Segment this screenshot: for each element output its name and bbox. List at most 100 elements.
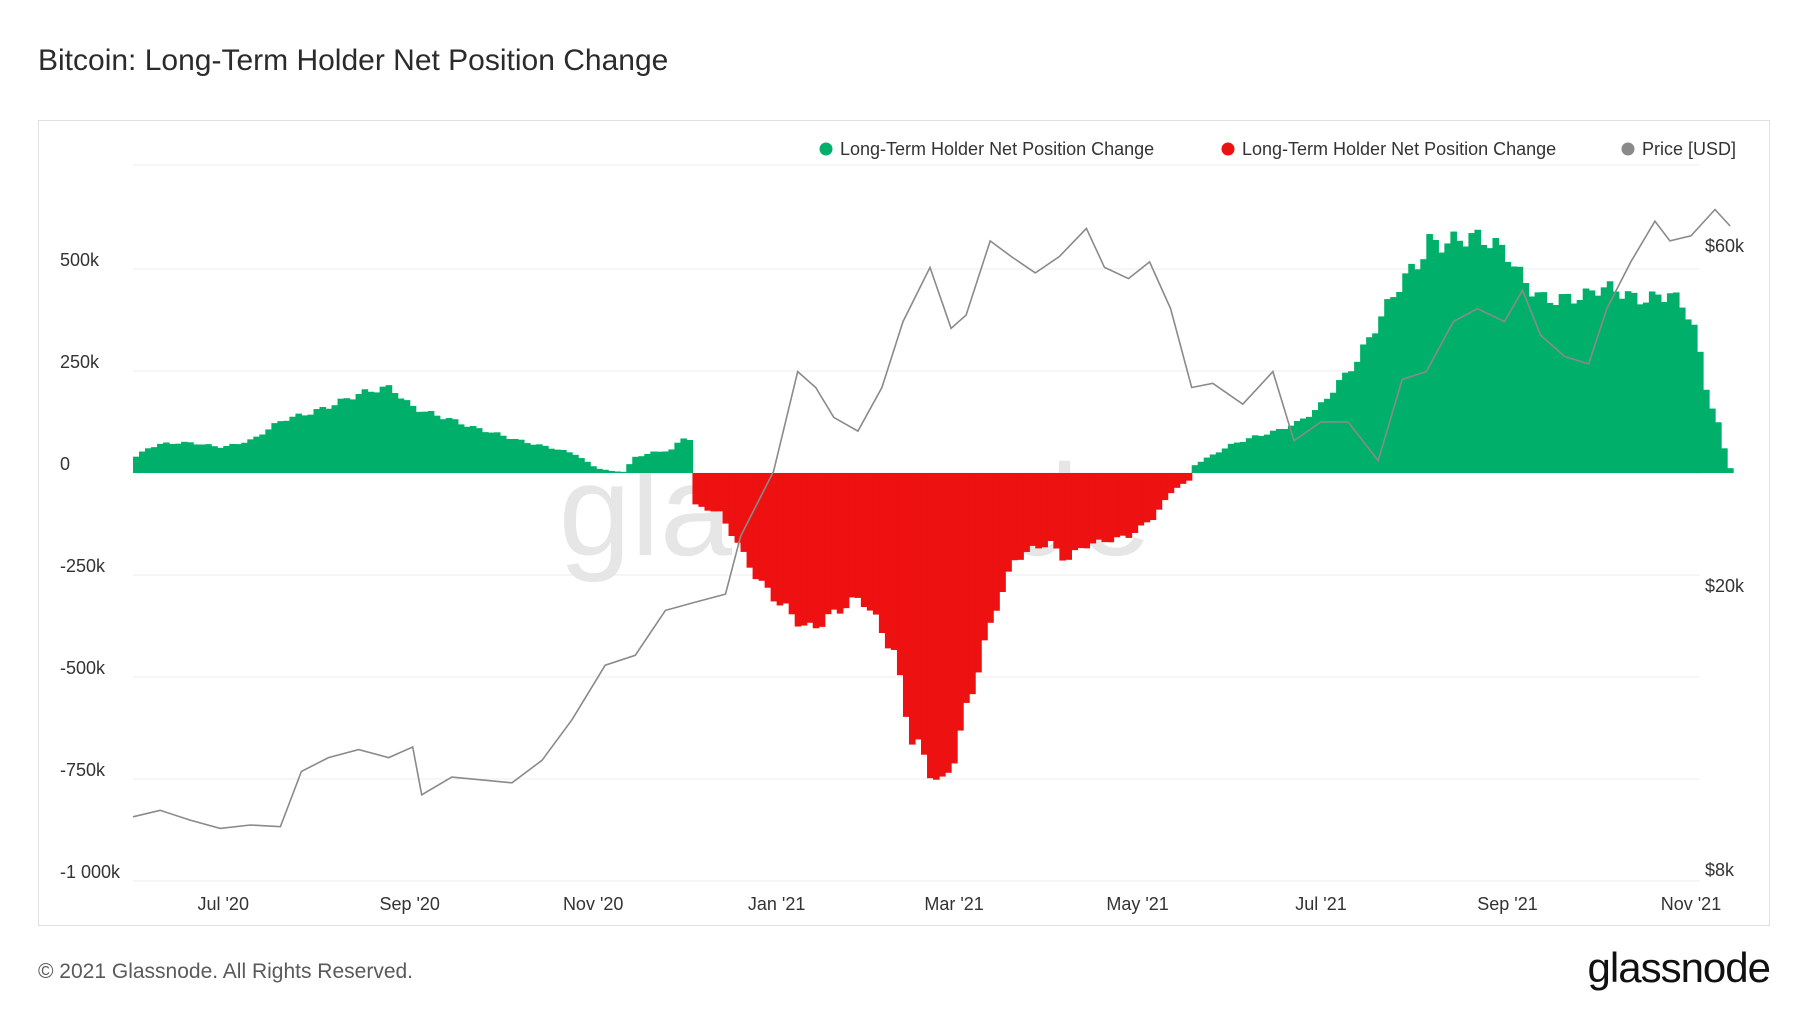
net-position-bar — [933, 473, 940, 780]
net-position-bar — [692, 473, 700, 505]
net-position-bar — [548, 448, 555, 473]
net-position-bar — [1077, 473, 1085, 549]
net-position-bar — [133, 456, 140, 473]
net-position-bar — [1336, 380, 1343, 473]
net-position-bar — [457, 424, 465, 473]
x-axis-label: Jan '21 — [748, 894, 805, 914]
net-position-bar — [373, 392, 381, 473]
net-position-bar — [1480, 244, 1488, 473]
net-position-bar — [253, 436, 260, 473]
net-position-bar — [415, 411, 423, 473]
net-position-bar — [1408, 263, 1415, 473]
net-position-bar — [728, 473, 736, 537]
net-position-bar — [1041, 473, 1048, 548]
net-position-bar — [139, 451, 146, 473]
net-position-bar — [734, 473, 742, 543]
net-position-bar — [806, 473, 814, 623]
net-position-bar — [511, 438, 519, 473]
net-position-bar — [848, 473, 856, 598]
x-axis-label: May '21 — [1106, 894, 1168, 914]
net-position-bar — [265, 429, 272, 473]
net-position-bar — [542, 445, 549, 473]
net-position-bar — [1438, 252, 1445, 473]
net-position-bar — [1137, 473, 1145, 526]
net-position-bar — [1492, 238, 1500, 473]
net-position-bar — [1053, 473, 1060, 549]
net-position-bar — [1516, 266, 1524, 473]
x-axis-label: Mar '21 — [924, 894, 983, 914]
net-position-bar — [205, 444, 212, 473]
net-position-bar — [824, 473, 832, 615]
net-position-bar — [668, 449, 675, 473]
left-axis-label: 0 — [60, 454, 70, 474]
net-position-bar — [313, 409, 321, 473]
left-axis-label: -500k — [60, 658, 106, 678]
net-position-bar — [1089, 473, 1097, 544]
legend-label: Long-Term Holder Net Position Change — [1242, 139, 1556, 159]
net-position-bar — [1678, 307, 1686, 473]
net-position-bar — [391, 393, 399, 473]
net-position-bar — [1065, 473, 1072, 560]
net-position-bar — [812, 473, 820, 629]
net-position-bar — [1528, 296, 1536, 473]
net-position-bar — [1600, 287, 1608, 473]
net-position-bar — [1721, 448, 1728, 473]
net-position-bar — [626, 464, 633, 473]
x-axis-label: Sep '21 — [1477, 894, 1538, 914]
net-position-bar — [1257, 435, 1265, 473]
net-position-bar — [1402, 273, 1409, 473]
net-position-bar — [355, 394, 363, 473]
net-position-bar — [1666, 293, 1674, 473]
net-position-bar — [1576, 299, 1584, 473]
net-position-bar — [554, 449, 561, 473]
legend-label: Price [USD] — [1642, 139, 1736, 159]
net-position-bar — [1660, 301, 1668, 473]
net-position-bar — [319, 407, 327, 473]
net-position-bar — [939, 473, 946, 777]
net-position-bar — [157, 443, 164, 473]
net-position-bar — [397, 398, 405, 473]
net-position-bar — [921, 473, 928, 755]
net-position-bar — [1360, 344, 1367, 473]
net-position-bar — [235, 444, 242, 473]
glassnode-logo: glassnode — [1587, 944, 1771, 991]
net-position-bar — [163, 442, 170, 473]
net-position-bar — [1432, 239, 1439, 473]
net-position-bar — [241, 442, 248, 473]
net-position-bar — [1113, 473, 1121, 538]
net-position-bar — [1703, 389, 1710, 473]
net-position-bar — [957, 473, 964, 731]
net-position-bar — [1414, 269, 1421, 473]
net-position-bar — [951, 473, 958, 764]
net-position-bar — [1269, 430, 1277, 473]
net-position-bar — [1510, 266, 1518, 473]
net-position-bar — [752, 473, 760, 580]
net-position-bar — [469, 426, 477, 473]
net-position-bar — [794, 473, 802, 627]
net-position-bar — [764, 473, 772, 588]
net-position-bar — [608, 470, 615, 473]
net-position-bar — [283, 420, 290, 473]
net-position-bar — [680, 438, 688, 473]
net-position-bar — [1143, 473, 1151, 523]
net-position-bar — [1324, 398, 1331, 473]
net-position-bar — [1672, 292, 1680, 473]
net-position-bar — [1696, 351, 1704, 473]
net-position-bar — [223, 446, 230, 473]
net-position-bar — [530, 444, 537, 473]
net-position-bar — [1468, 233, 1476, 473]
net-position-bar — [217, 447, 224, 473]
chart-panel — [38, 120, 1770, 926]
net-position-bar — [1281, 428, 1289, 473]
net-position-bar — [1534, 292, 1542, 473]
net-position-bar — [963, 473, 970, 703]
net-position-bar — [1570, 303, 1578, 473]
net-position-bar — [945, 473, 952, 773]
net-position-bar — [1299, 418, 1307, 473]
net-position-bar — [686, 440, 694, 473]
net-position-bar — [1624, 291, 1632, 473]
net-position-bar — [770, 473, 778, 602]
net-position-bar — [1287, 425, 1295, 473]
net-position-bar — [1263, 434, 1271, 473]
